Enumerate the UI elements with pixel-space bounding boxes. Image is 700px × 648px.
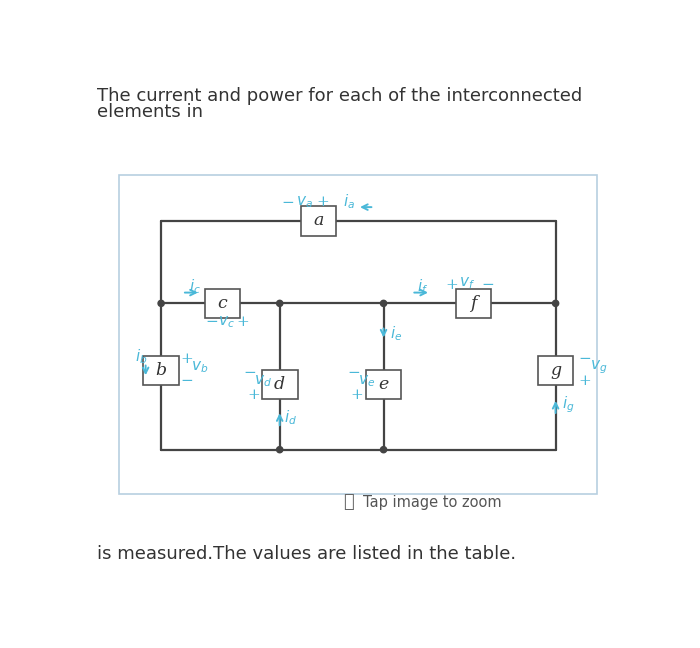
Bar [144, 356, 179, 385]
Text: $i_e$: $i_e$ [390, 324, 402, 343]
Text: b: b [155, 362, 167, 379]
Text: $i_a$: $i_a$ [344, 192, 356, 211]
Text: The current and power for each of the interconnected: The current and power for each of the in… [97, 87, 582, 105]
Circle shape [276, 300, 283, 307]
Circle shape [381, 300, 386, 307]
Text: +: + [351, 388, 363, 402]
Text: +: + [445, 278, 458, 292]
Bar [365, 369, 401, 399]
Circle shape [158, 300, 164, 307]
Text: $i_f$: $i_f$ [417, 277, 428, 295]
Bar [262, 369, 298, 399]
Text: +: + [316, 195, 329, 209]
Circle shape [276, 446, 283, 453]
Text: +: + [247, 388, 260, 402]
Text: $i_b$: $i_b$ [134, 347, 147, 366]
Text: $i_d$: $i_d$ [284, 409, 297, 428]
Text: −: − [244, 366, 257, 380]
Text: −: − [579, 352, 592, 366]
Text: $v_g$: $v_g$ [589, 358, 607, 376]
Circle shape [552, 300, 559, 307]
Text: $v_c$: $v_c$ [218, 314, 234, 330]
Text: $v_e$: $v_e$ [358, 373, 375, 389]
Text: +: + [236, 315, 249, 329]
Text: −: − [481, 278, 493, 292]
Text: −: − [281, 196, 294, 210]
Bar [538, 356, 573, 385]
Text: −: − [205, 315, 218, 329]
Text: Tap image to zoom: Tap image to zoom [363, 495, 501, 511]
Text: $v_a$: $v_a$ [296, 194, 313, 209]
Text: $v_f$: $v_f$ [459, 275, 475, 291]
Text: +: + [579, 374, 592, 388]
Bar [204, 289, 240, 318]
Text: is measured.The values are listed in the table.: is measured.The values are listed in the… [97, 545, 516, 563]
Text: elements in: elements in [97, 103, 203, 121]
Text: $v_d$: $v_d$ [253, 373, 272, 389]
Text: f: f [470, 295, 477, 312]
Text: $i_g$: $i_g$ [561, 395, 574, 415]
Text: $i_c$: $i_c$ [189, 277, 201, 295]
Text: +: + [181, 352, 193, 366]
Text: ⌕: ⌕ [343, 493, 354, 511]
Bar [456, 289, 491, 318]
Text: −: − [348, 366, 360, 380]
Text: −: − [181, 374, 193, 388]
Text: $v_b$: $v_b$ [191, 360, 209, 375]
Text: d: d [274, 376, 286, 393]
Text: e: e [379, 376, 389, 393]
Text: a: a [314, 213, 323, 229]
Bar [300, 206, 336, 236]
Circle shape [381, 446, 386, 453]
Text: g: g [550, 362, 561, 379]
Bar [118, 175, 598, 494]
Text: c: c [218, 295, 228, 312]
